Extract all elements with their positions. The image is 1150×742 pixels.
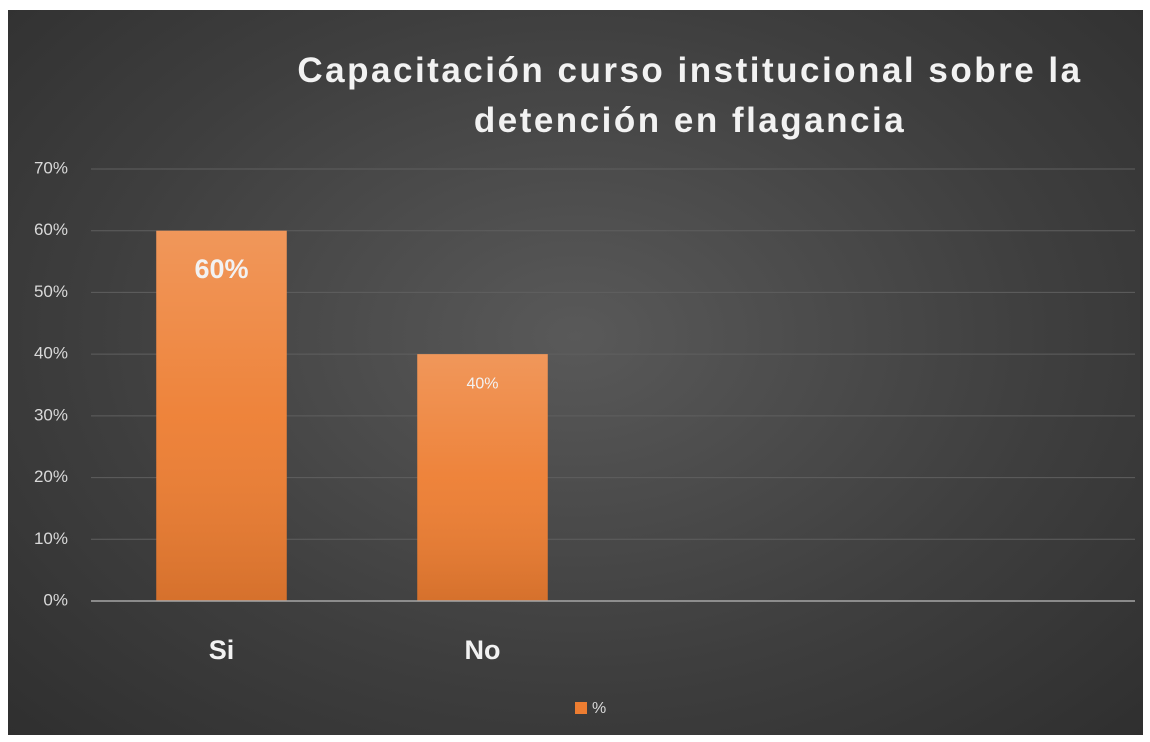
y-tick-label: 70%: [34, 158, 68, 177]
data-label: 60%: [194, 254, 248, 284]
legend-label: %: [592, 700, 606, 717]
y-tick-label: 30%: [34, 405, 68, 424]
x-tick-label: No: [465, 635, 501, 665]
y-tick-label: 0%: [43, 590, 68, 609]
bar-shade: [417, 354, 548, 601]
bar-shade: [156, 230, 287, 601]
y-tick-label: 60%: [34, 220, 68, 239]
y-tick-label: 20%: [34, 467, 68, 486]
y-tick-label: 50%: [34, 282, 68, 301]
y-tick-label: 10%: [34, 529, 68, 548]
chart-title: Capacitación curso institucional sobre l…: [297, 51, 1083, 140]
y-tick-label: 40%: [34, 344, 68, 363]
x-tick-label: Si: [209, 635, 235, 665]
data-label: 40%: [466, 375, 498, 392]
legend-swatch: [575, 702, 587, 714]
